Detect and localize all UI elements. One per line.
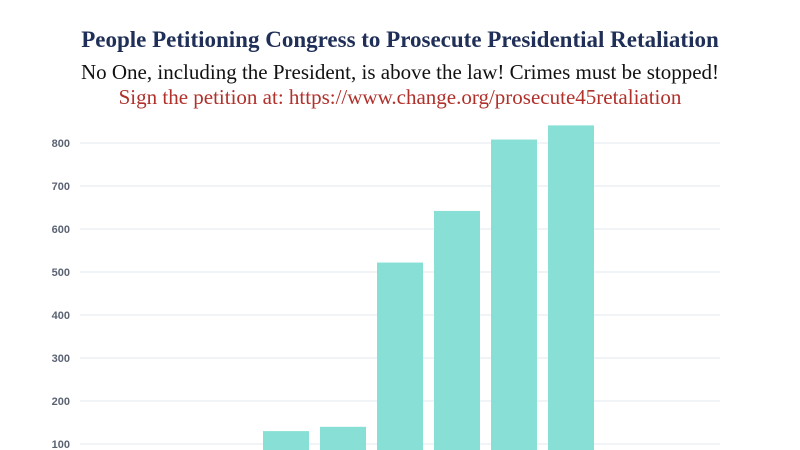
bar-1 xyxy=(263,431,309,450)
y-tick-label-800: 800 xyxy=(52,138,70,150)
bar-4 xyxy=(434,210,480,450)
y-tick-label-200: 200 xyxy=(52,396,70,408)
y-axis-labels: 100 200 300 400 500 600 700 800 xyxy=(52,138,70,450)
y-tick-label-100: 100 xyxy=(52,439,70,450)
y-tick-label-500: 500 xyxy=(52,267,70,279)
chart-subtitle: No One, including the President, is abov… xyxy=(80,60,720,84)
bar-5 xyxy=(491,139,537,450)
y-tick-label-400: 400 xyxy=(52,310,70,322)
chart-title: People Petitioning Congress to Prosecute… xyxy=(81,27,719,52)
bars xyxy=(263,125,594,450)
bar-6 xyxy=(548,125,594,450)
bar-2 xyxy=(320,426,366,450)
petition-link-text[interactable]: Sign the petition at: https://www.change… xyxy=(118,85,682,109)
y-tick-label-300: 300 xyxy=(52,353,70,365)
bar-3 xyxy=(377,262,423,450)
y-tick-label-600: 600 xyxy=(52,224,70,236)
y-tick-label-700: 700 xyxy=(52,181,70,193)
